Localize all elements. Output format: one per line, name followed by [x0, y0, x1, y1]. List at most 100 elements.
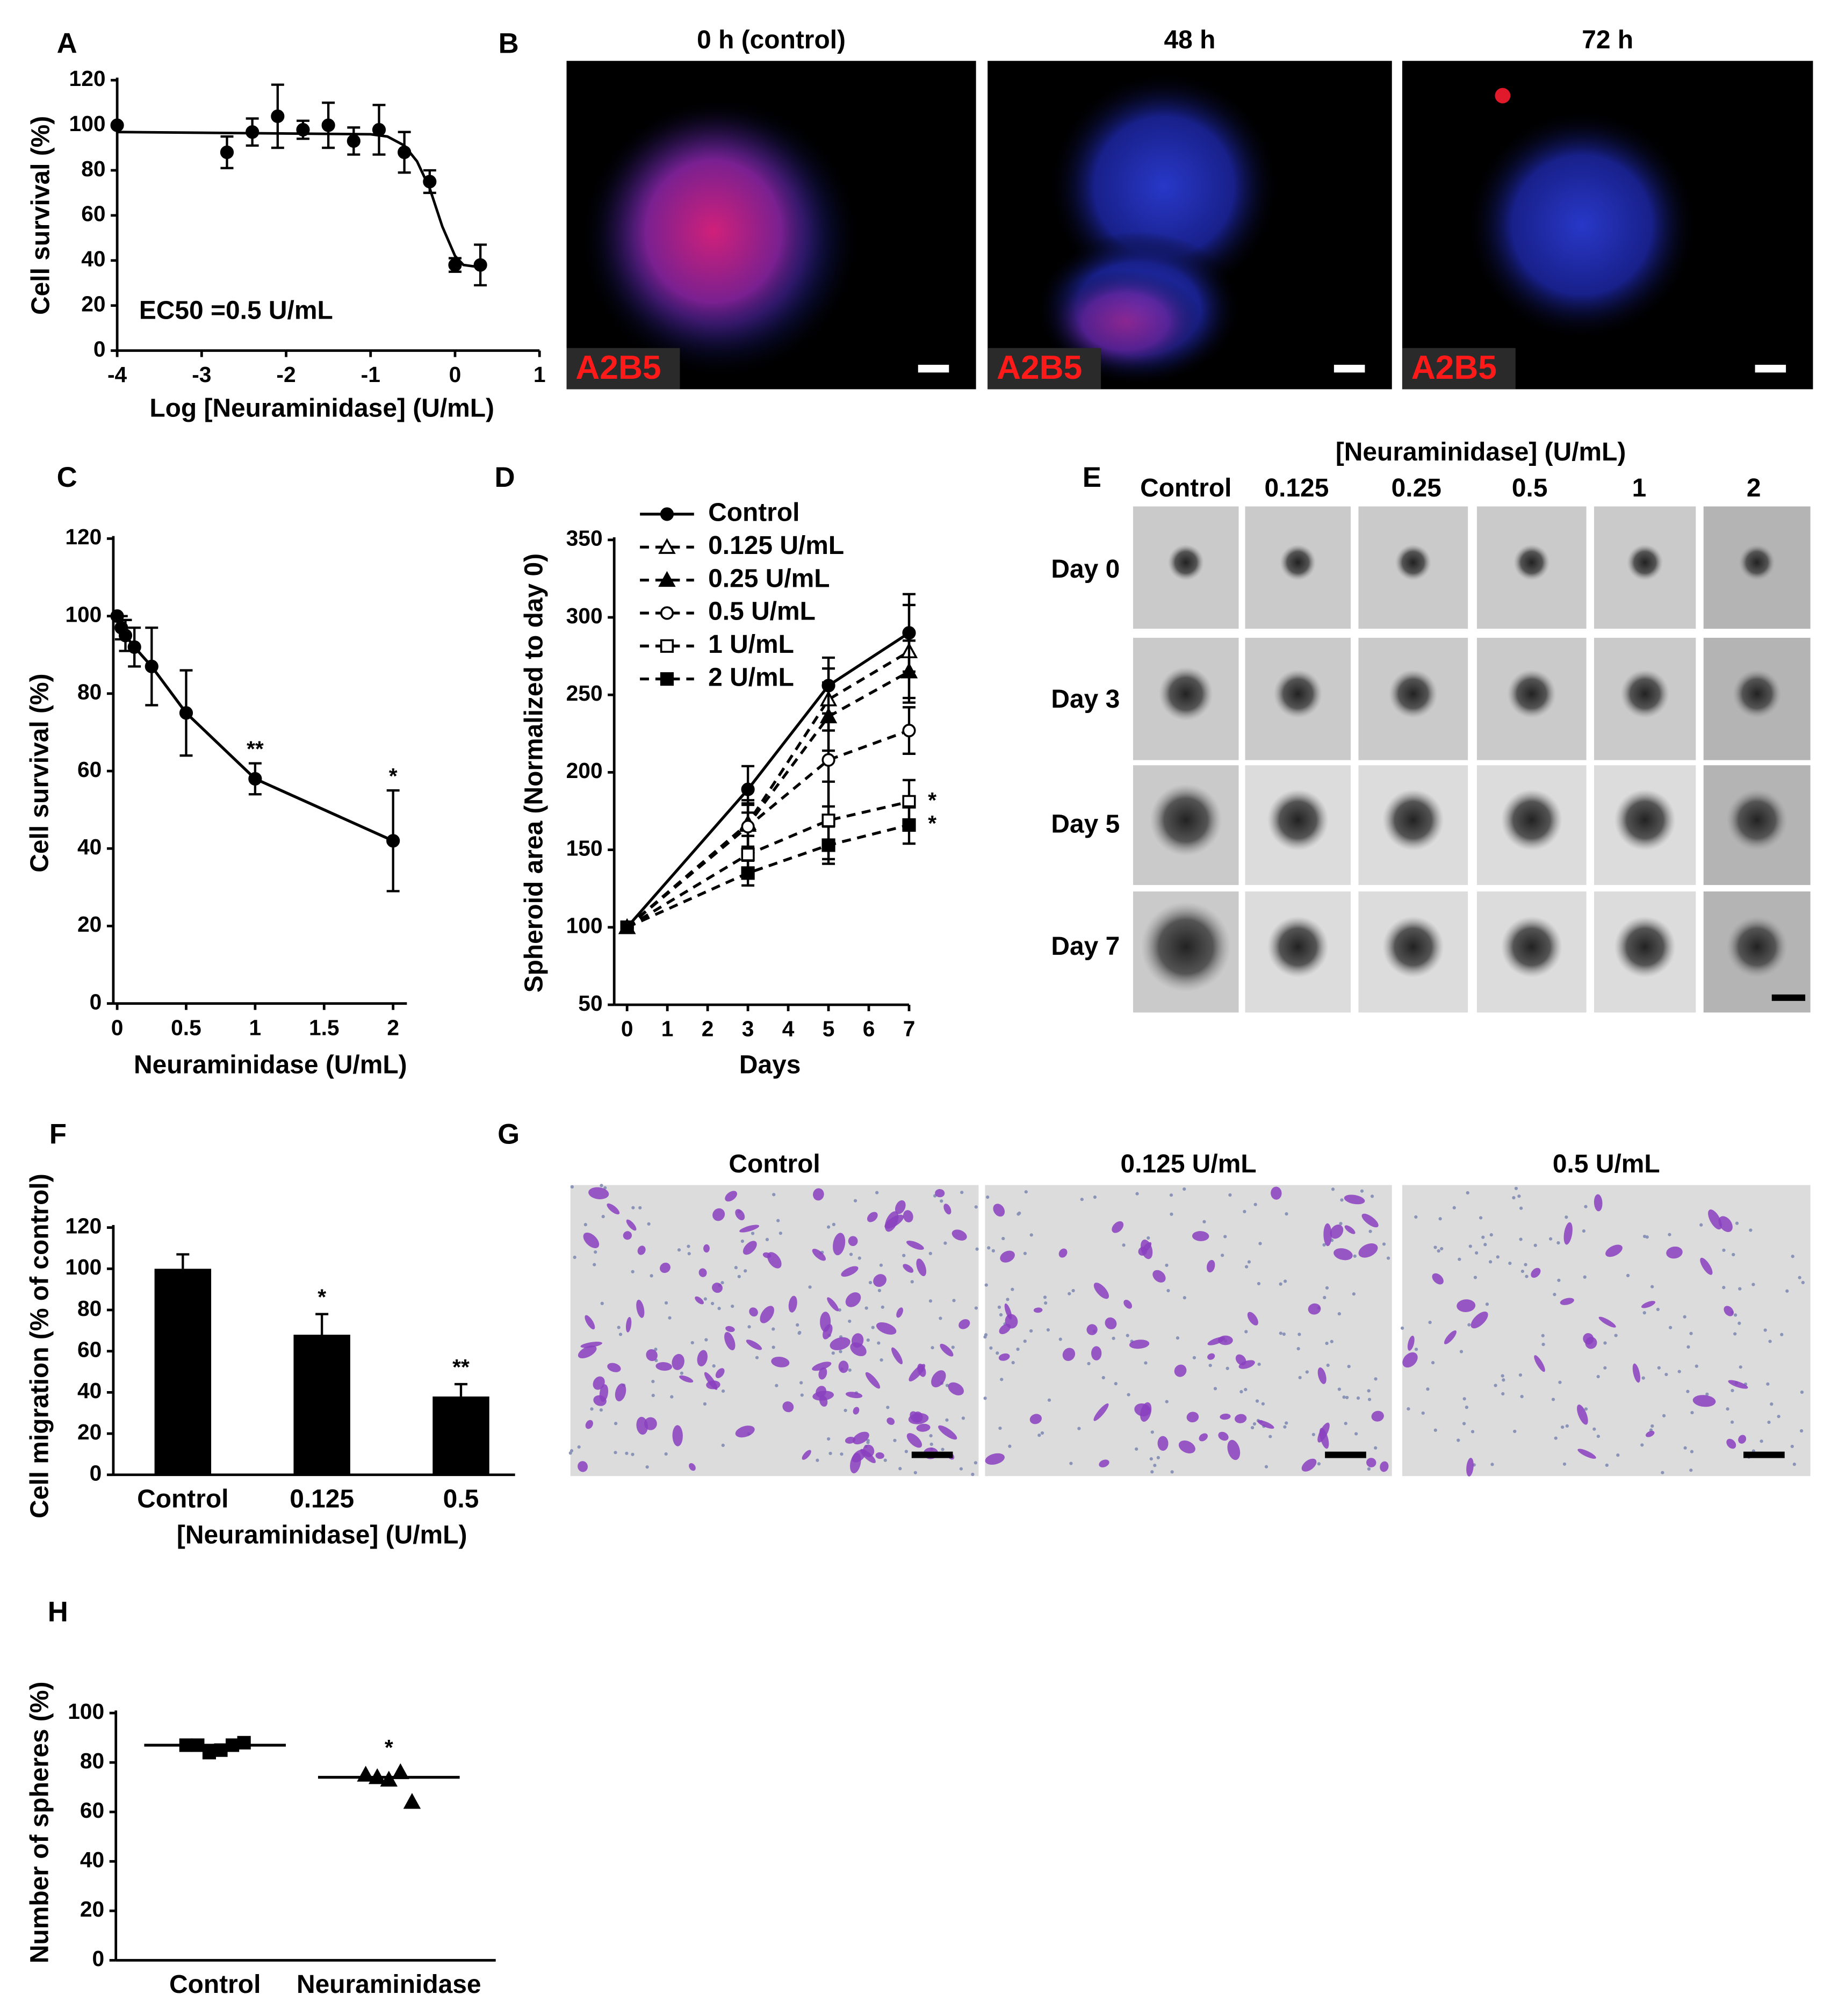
pore [1751, 1283, 1755, 1286]
cell [1366, 1458, 1376, 1467]
significance: ** [452, 1355, 470, 1379]
cell [760, 1306, 774, 1323]
pore [902, 1254, 906, 1257]
pore [931, 1346, 934, 1350]
pore [929, 1434, 933, 1438]
pore [1541, 1342, 1545, 1347]
cell [1738, 1435, 1747, 1444]
column-label: 0.125 [1264, 474, 1329, 502]
pore [1071, 1288, 1075, 1293]
point [741, 866, 755, 880]
pore [1549, 1237, 1553, 1241]
cell [865, 1372, 881, 1389]
pore [1386, 1256, 1390, 1260]
point [110, 118, 124, 132]
pore [1258, 1242, 1262, 1245]
series-line [626, 800, 910, 929]
cell [1563, 1222, 1573, 1245]
point [127, 640, 141, 654]
column-label: 0.5 [1512, 474, 1548, 502]
cell [672, 1353, 684, 1370]
pore [1114, 1381, 1118, 1386]
x-axis-title: [Neuraminidase] (U/mL) [177, 1521, 467, 1549]
significance: * [389, 764, 398, 788]
x-tick-label: Control [169, 1970, 261, 1999]
cell [1271, 1186, 1282, 1200]
spheroid [1388, 669, 1438, 718]
pore [1733, 1332, 1737, 1336]
pore [1325, 1286, 1329, 1290]
pore [1183, 1187, 1186, 1191]
point [900, 663, 918, 679]
pore [1512, 1196, 1516, 1200]
scale-bar [1743, 1451, 1785, 1458]
cell [916, 1423, 931, 1432]
pore [1533, 1243, 1537, 1247]
pore [1790, 1444, 1794, 1449]
y-axis-title: Spheroid area (Normalized to day 0) [520, 553, 549, 993]
x-tick-label: 1.5 [309, 1015, 340, 1040]
pore [1440, 1247, 1444, 1251]
spheroid [1158, 666, 1213, 721]
cell [1227, 1439, 1241, 1460]
cell [958, 1319, 970, 1329]
y-tick-label: 20 [81, 291, 105, 316]
point [902, 818, 916, 832]
panel-letter: H [48, 1596, 68, 1628]
pore [984, 1283, 988, 1287]
legend-label: 0.125 U/mL [708, 531, 844, 560]
pore [1279, 1331, 1282, 1335]
spheroid [1382, 916, 1444, 978]
pore [1370, 1194, 1374, 1198]
pore [798, 1330, 802, 1335]
pore [1641, 1376, 1645, 1380]
pore [1722, 1286, 1726, 1290]
pore [1044, 1301, 1048, 1305]
point [741, 782, 755, 796]
pore [975, 1247, 979, 1251]
spheroid [1732, 669, 1782, 718]
spheroid [1141, 902, 1231, 992]
y-tick-label: 80 [81, 156, 105, 181]
cell [838, 1360, 849, 1373]
cell [1632, 1363, 1641, 1383]
cell [771, 1356, 790, 1367]
pore [1169, 1193, 1173, 1197]
cell [833, 1233, 846, 1256]
pore [1656, 1307, 1660, 1312]
cell [1086, 1324, 1098, 1335]
pore [928, 1251, 932, 1256]
pore [1690, 1410, 1694, 1415]
pore [1558, 1380, 1562, 1384]
cell [782, 1401, 794, 1413]
pore [1490, 1463, 1494, 1466]
cell [1361, 1213, 1379, 1228]
cell [813, 1188, 824, 1201]
x-tick-label: 1 [661, 1017, 674, 1041]
cell [644, 1417, 657, 1430]
significance: * [318, 1285, 326, 1309]
pore [1553, 1293, 1556, 1297]
pore [1252, 1422, 1257, 1426]
pore [864, 1306, 868, 1310]
pore [1374, 1446, 1378, 1450]
pore [960, 1191, 964, 1194]
cell [1692, 1395, 1716, 1407]
pore [1502, 1378, 1505, 1382]
x-tick-label: 2 [702, 1017, 714, 1041]
pore [772, 1345, 775, 1349]
cell [1594, 1194, 1603, 1212]
pore [1323, 1295, 1327, 1300]
x-tick-label: 0 [621, 1017, 633, 1041]
point [398, 145, 412, 160]
pore [877, 1288, 882, 1292]
cell [830, 1337, 850, 1350]
significance: * [928, 811, 936, 836]
pore [1345, 1395, 1349, 1400]
pore [1284, 1279, 1287, 1283]
pore [1023, 1251, 1027, 1255]
x-tick-label: 2 [387, 1015, 399, 1040]
pore [1250, 1425, 1255, 1430]
pore [1255, 1399, 1259, 1403]
